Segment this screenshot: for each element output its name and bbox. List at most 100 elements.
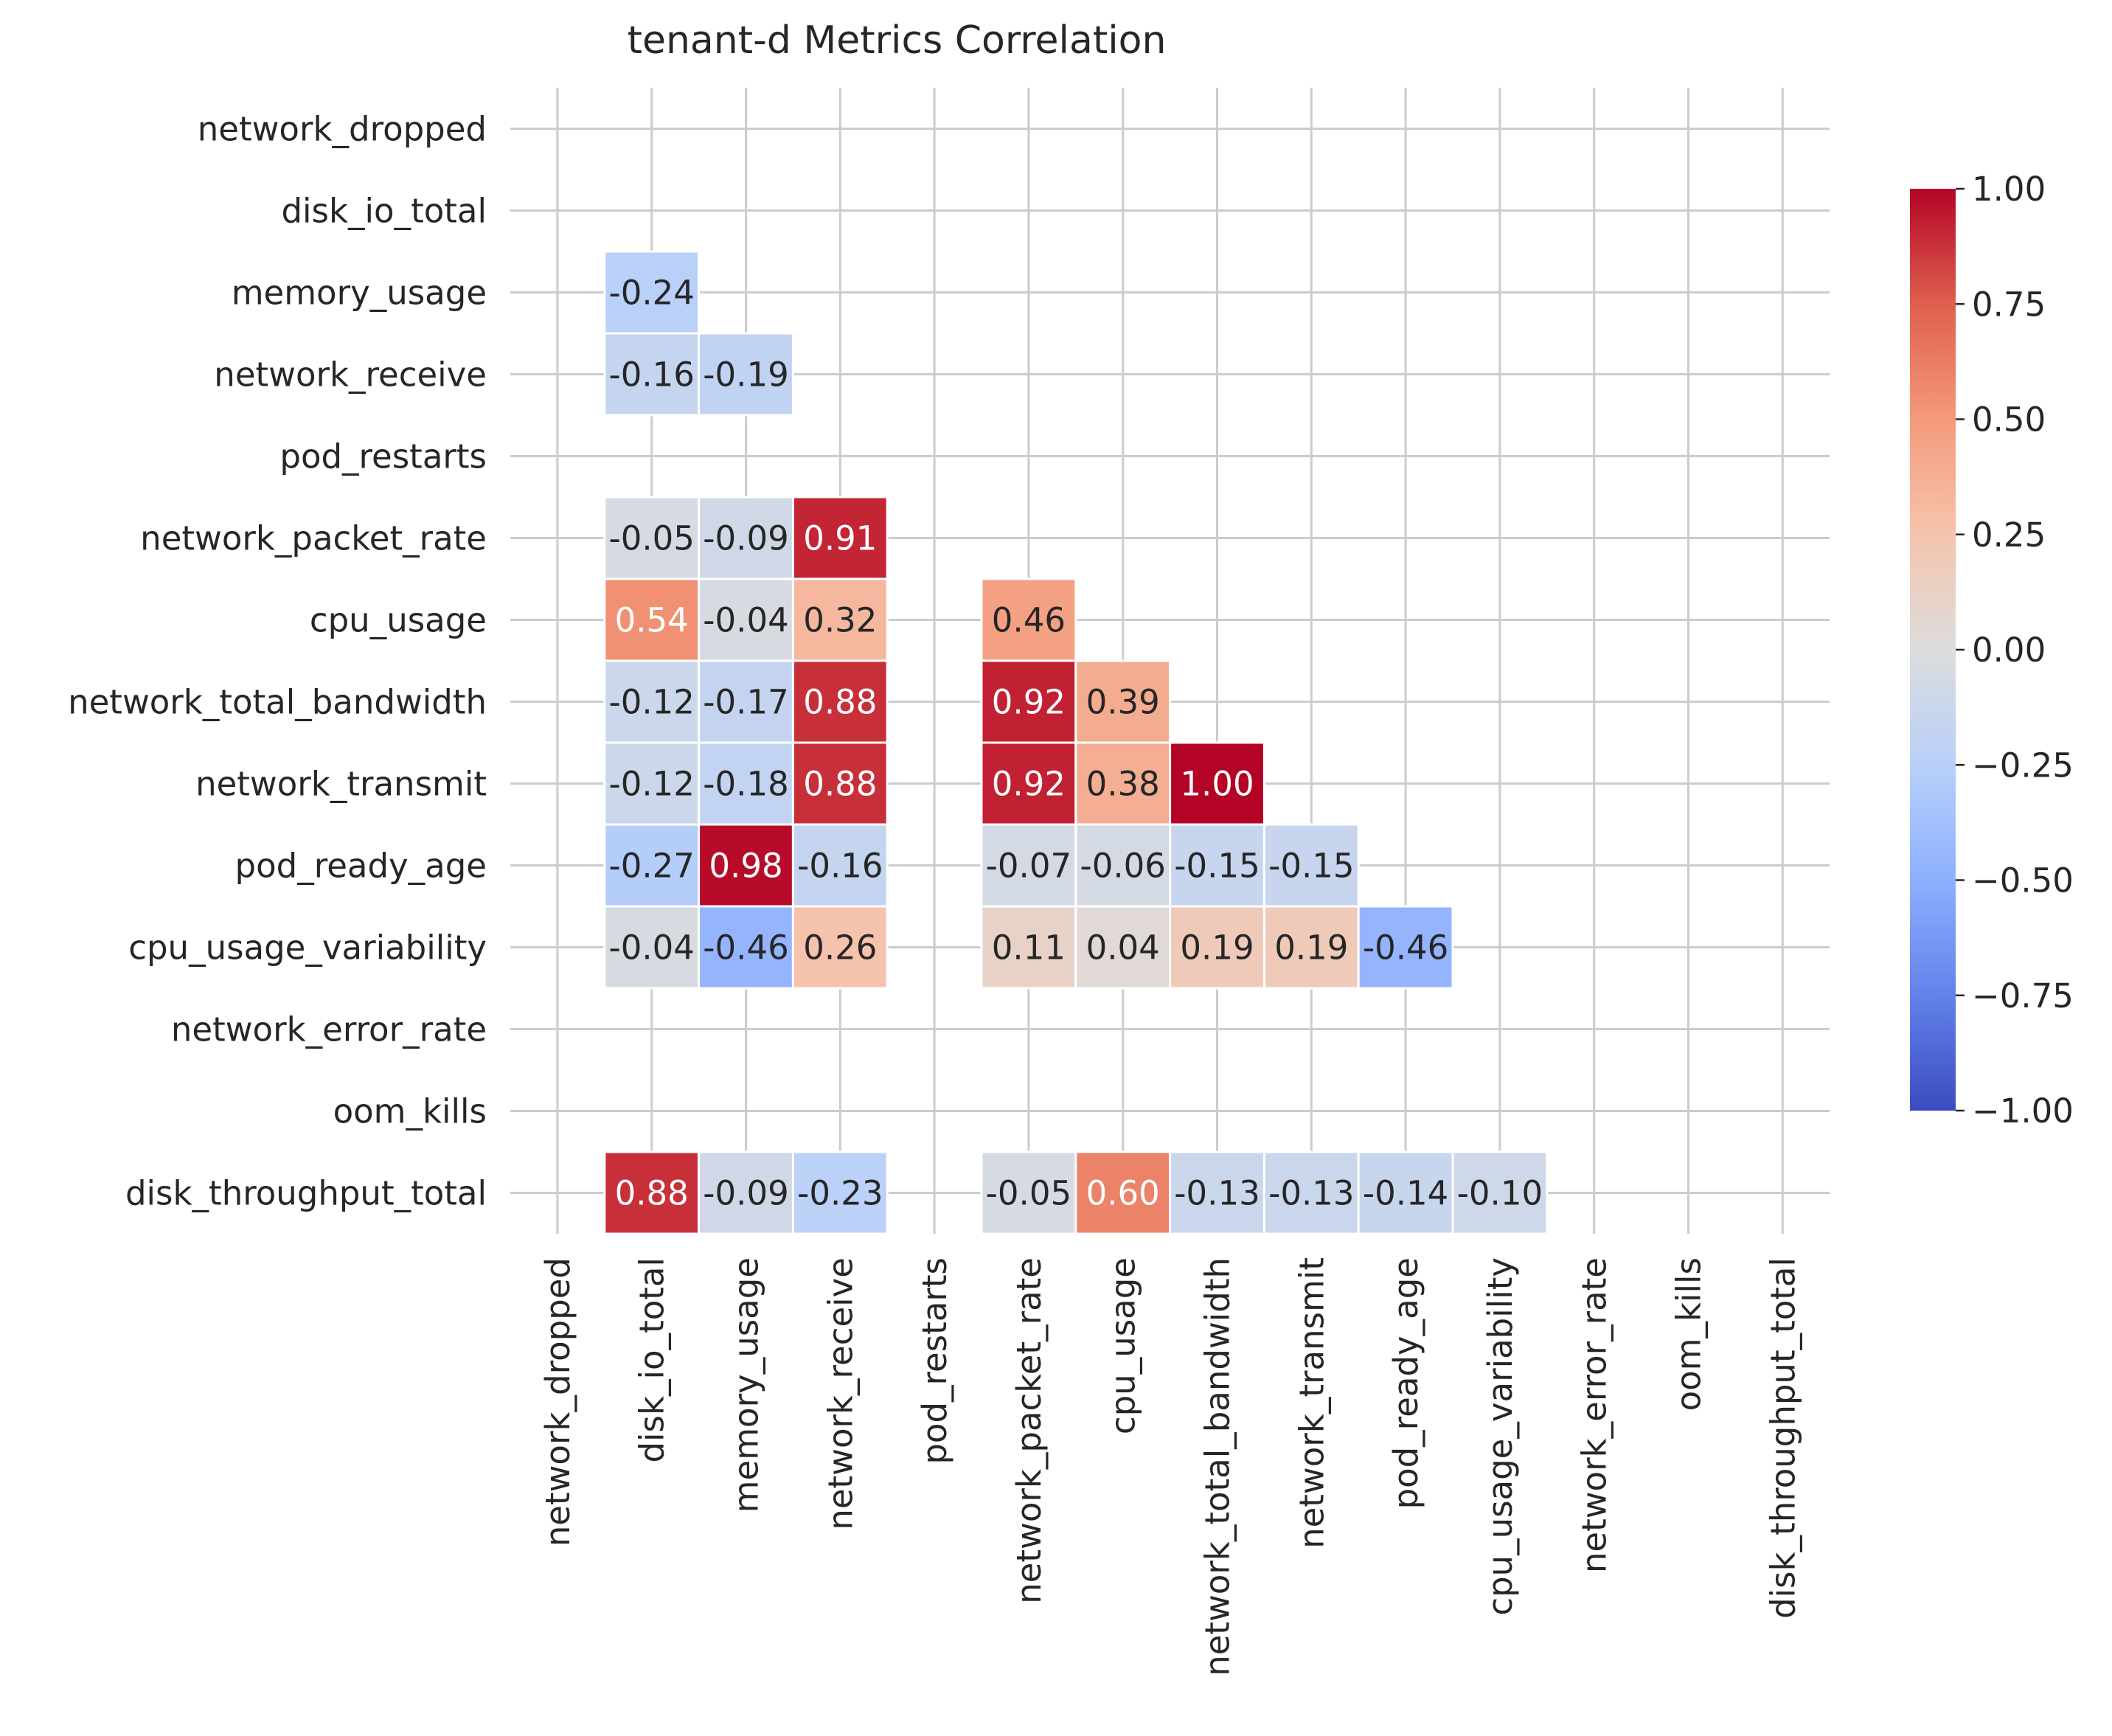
y-tick-label: network_receive — [214, 355, 487, 395]
x-tick-label: network_total_bandwidth — [1198, 1257, 1237, 1676]
cell-value-label: -0.23 — [797, 1174, 883, 1213]
cell-value-label: -0.17 — [703, 683, 788, 722]
cell-value-label: 0.19 — [1274, 928, 1348, 968]
chart-title: tenant-d Metrics Correlation — [628, 18, 1167, 63]
cell-value-label: -0.15 — [1174, 847, 1260, 886]
cell-value-label: -0.12 — [608, 765, 694, 804]
colorbar-tick-label: −0.25 — [1972, 746, 2074, 785]
y-tick-label: cpu_usage_variability — [128, 928, 487, 968]
cell-value-label: 1.00 — [1180, 765, 1254, 804]
cell-value-label: -0.06 — [1080, 847, 1165, 886]
heatmap-cell — [603, 659, 701, 744]
heatmap-cell — [603, 577, 701, 662]
cell-value-label: -0.07 — [986, 847, 1071, 886]
heatmap-cell — [791, 496, 889, 580]
heatmap-cell — [698, 659, 794, 744]
heatmap-cell — [791, 577, 889, 662]
colorbar-tick-label: 0.25 — [1972, 515, 2046, 555]
cell-value-label: 0.04 — [1086, 928, 1160, 968]
heatmap-cell — [1451, 1150, 1549, 1235]
y-tick-label: network_transmit — [195, 765, 487, 804]
cell-value-label: 0.19 — [1180, 928, 1254, 968]
cell-value-label: -0.46 — [1363, 928, 1448, 968]
y-tick-label: network_error_rate — [171, 1010, 487, 1049]
heatmap-cells: -0.24-0.16 -0.19-0.05 -0.09 0.910.54 -0.04 0.… — [603, 250, 1549, 1235]
cell-value-label: -0.10 — [1457, 1174, 1543, 1213]
colorbar-gradient — [1910, 189, 1956, 1111]
y-tick-label: oom_kills — [333, 1092, 487, 1131]
heatmap-cell — [1357, 1150, 1454, 1235]
x-tick-label: network_transmit — [1292, 1257, 1331, 1549]
colorbar: 1.00 0.75 0.50 0.25 0.00 −0.25 −0.50 −0.75 −1.00 — [1910, 170, 2074, 1131]
cell-value-label: 0.39 — [1086, 683, 1160, 722]
heatmap-cell — [698, 332, 794, 417]
colorbar-tick-label: 1.00 — [1972, 170, 2046, 209]
cell-value-label: 0.32 — [803, 601, 877, 640]
x-tick-label: network_packet_rate — [1010, 1257, 1049, 1604]
cell-value-label: -0.12 — [608, 683, 694, 722]
heatmap-cell — [1074, 659, 1172, 744]
heatmap-cell — [603, 250, 701, 335]
heatmap-cell — [1169, 823, 1265, 908]
colorbar-tick-label: −0.50 — [1972, 861, 2074, 900]
cell-value-label: -0.09 — [703, 1174, 788, 1213]
y-tick-label: network_total_bandwidth — [68, 683, 487, 722]
heatmap-cell — [1169, 1150, 1265, 1235]
cell-value-label: 0.98 — [709, 847, 782, 886]
y-tick-label: network_packet_rate — [140, 519, 487, 558]
x-tick-label: pod_restarts — [915, 1257, 954, 1465]
cell-value-label: -0.13 — [1268, 1174, 1354, 1213]
heatmap-cell — [1074, 905, 1172, 990]
cell-value-label: 0.92 — [992, 683, 1066, 722]
cell-value-label: -0.05 — [608, 519, 694, 558]
x-tick-label: network_error_rate — [1575, 1257, 1614, 1573]
heatmap-cell — [980, 1150, 1077, 1235]
heatmap-cell — [1074, 1150, 1172, 1235]
cell-value-label: -0.24 — [608, 274, 694, 313]
cell-value-label: 0.38 — [1086, 765, 1160, 804]
cell-value-label: 0.46 — [992, 601, 1066, 640]
colorbar-tick-label: 0.50 — [1972, 400, 2046, 440]
heatmap-cell — [791, 741, 889, 826]
x-tick-label: memory_usage — [727, 1257, 766, 1513]
cell-value-label: -0.14 — [1363, 1174, 1448, 1213]
heatmap-cell — [698, 1150, 794, 1235]
cell-value-label: -0.04 — [703, 601, 788, 640]
colorbar-tick-label: 0.00 — [1972, 631, 2046, 670]
heatmap-cell — [698, 905, 794, 990]
cell-value-label: 0.88 — [615, 1174, 689, 1213]
cell-value-label: -0.19 — [703, 355, 788, 395]
cell-value-label: 0.60 — [1086, 1174, 1160, 1213]
cell-value-label: 0.88 — [803, 683, 877, 722]
y-tick-label: pod_ready_age — [235, 847, 487, 886]
heatmap-cell — [791, 659, 889, 744]
heatmap-cell — [1262, 1150, 1360, 1235]
y-tick-label: memory_usage — [232, 274, 487, 313]
x-tick-label: network_receive — [821, 1257, 860, 1530]
cell-value-label: 0.54 — [615, 601, 689, 640]
cell-value-label: -0.27 — [608, 847, 694, 886]
cell-value-label: -0.16 — [608, 355, 694, 395]
heatmap-cell — [1169, 741, 1265, 826]
heatmap-cell — [698, 823, 794, 908]
heatmap-cell — [980, 741, 1077, 826]
colorbar-tick-label: −1.00 — [1972, 1091, 2074, 1131]
heatmap-cell — [980, 577, 1077, 662]
cell-value-label: 0.26 — [803, 928, 877, 968]
x-tick-label: cpu_usage_variability — [1481, 1257, 1520, 1616]
heatmap-cell — [980, 905, 1077, 990]
y-tick-label: network_dropped — [198, 110, 487, 149]
cell-value-label: -0.15 — [1268, 847, 1354, 886]
heatmap-cell — [698, 496, 794, 580]
x-tick-label: disk_io_total — [633, 1257, 672, 1463]
y-tick-label: disk_throughput_total — [125, 1174, 487, 1213]
heatmap-cell — [791, 905, 889, 990]
cell-value-label: 0.92 — [992, 765, 1066, 804]
cell-value-label: 0.91 — [803, 519, 877, 558]
cell-value-label: -0.04 — [608, 928, 694, 968]
cell-value-label: -0.46 — [703, 928, 788, 968]
heatmap-cell — [1262, 823, 1360, 908]
cell-value-label: -0.16 — [797, 847, 883, 886]
heatmap-cell — [1357, 905, 1454, 990]
